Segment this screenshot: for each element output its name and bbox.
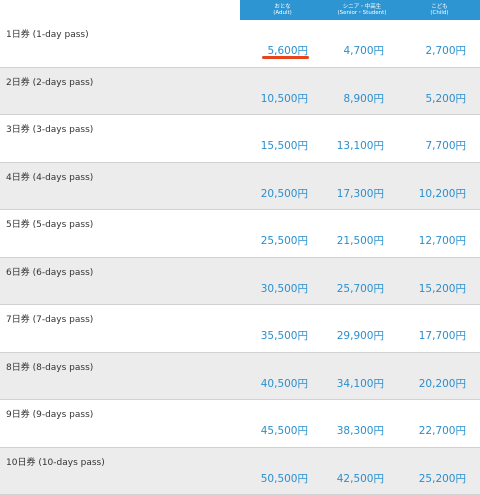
table-header: おとな (Adult) シニア・中高生 (Senior・Student) こども… [0,0,480,20]
adult-price: 30,500円 [261,281,308,296]
pass-label: 9日券 (9-days pass) [6,407,93,420]
table-row: 1日券 (1-day pass) 5,600円 4,700円 2,700円 [0,20,480,68]
header-child: こども (Child) [399,0,480,20]
table-row: 10日券 (10-days pass) 50,500円 42,500円 25,2… [0,448,480,495]
pass-label: 4日券 (4-days pass) [6,170,93,183]
child-price: 17,700円 [419,328,466,343]
adult-price: 20,500円 [261,186,308,201]
senior-price: 29,900円 [337,328,384,343]
senior-price: 4,700円 [343,43,384,58]
table-row: 3日券 (3-days pass) 15,500円 13,100円 7,700円 [0,115,480,163]
pass-label: 5日券 (5-days pass) [6,217,93,230]
adult-price: 10,500円 [261,91,308,106]
pass-label: 8日券 (8-days pass) [6,360,93,373]
child-price: 10,200円 [419,186,466,201]
table-row: 8日券 (8-days pass) 40,500円 34,100円 20,200… [0,353,480,401]
table-row: 5日券 (5-days pass) 25,500円 21,500円 12,700… [0,210,480,258]
adult-price: 45,500円 [261,423,308,438]
pass-label: 6日券 (6-days pass) [6,265,93,278]
adult-price: 35,500円 [261,328,308,343]
senior-price: 34,100円 [337,376,384,391]
header-adult-en: (Adult) [273,10,292,17]
highlight-underline [262,56,309,59]
senior-price: 17,300円 [337,186,384,201]
table-row: 4日券 (4-days pass) 20,500円 17,300円 10,200… [0,163,480,211]
pass-label: 7日券 (7-days pass) [6,312,93,325]
senior-price: 21,500円 [337,233,384,248]
senior-price: 8,900円 [343,91,384,106]
adult-price: 15,500円 [261,138,308,153]
child-price: 12,700円 [419,233,466,248]
child-price: 25,200円 [419,471,466,486]
senior-price: 42,500円 [337,471,384,486]
table-row: 6日券 (6-days pass) 30,500円 25,700円 15,200… [0,258,480,306]
table-row: 7日券 (7-days pass) 35,500円 29,900円 17,700… [0,305,480,353]
child-price: 5,200円 [425,91,466,106]
pass-label: 10日券 (10-days pass) [6,455,105,468]
child-price: 7,700円 [425,138,466,153]
pass-label: 2日券 (2-days pass) [6,75,93,88]
child-price: 15,200円 [419,281,466,296]
senior-price: 13,100円 [337,138,384,153]
child-price: 2,700円 [425,43,466,58]
header-adult: おとな (Adult) [240,0,325,20]
adult-price: 40,500円 [261,376,308,391]
header-senior: シニア・中高生 (Senior・Student) [325,0,399,20]
header-child-en: (Child) [430,10,448,17]
table-row: 9日券 (9-days pass) 45,500円 38,300円 22,700… [0,400,480,448]
senior-price: 38,300円 [337,423,384,438]
header-senior-en: (Senior・Student) [338,10,387,17]
child-price: 20,200円 [419,376,466,391]
senior-price: 25,700円 [337,281,384,296]
adult-price: 50,500円 [261,471,308,486]
pass-label: 1日券 (1-day pass) [6,27,89,40]
child-price: 22,700円 [419,423,466,438]
table-row: 2日券 (2-days pass) 10,500円 8,900円 5,200円 [0,68,480,116]
pass-label: 3日券 (3-days pass) [6,122,93,135]
adult-price: 25,500円 [261,233,308,248]
